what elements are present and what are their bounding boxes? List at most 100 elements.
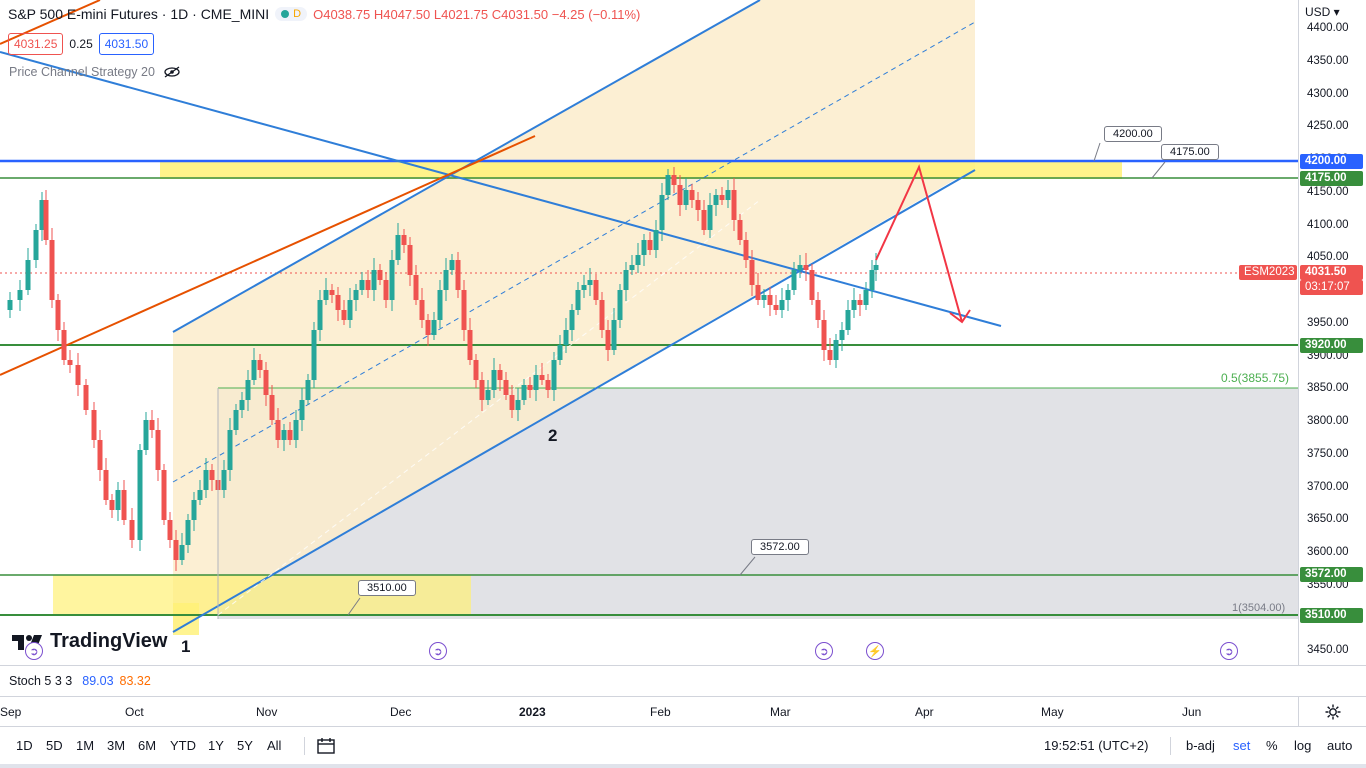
- channel-lower-line[interactable]: [172, 169, 976, 633]
- candle-body: [137, 450, 143, 540]
- price-chart[interactable]: [0, 0, 1298, 665]
- candle-body: [755, 285, 761, 300]
- symbol-legend[interactable]: S&P 500 E-mini Futures · 1D · CME_MINI D…: [8, 6, 640, 22]
- time-label: May: [1041, 705, 1064, 719]
- indicator-legend[interactable]: Price Channel Strategy 20: [9, 65, 181, 79]
- time-label: Feb: [650, 705, 671, 719]
- price-tick-label: 3600.00: [1307, 546, 1349, 558]
- candlestick-series: [7, 167, 879, 571]
- candle-body: [365, 280, 371, 290]
- candle-body: [115, 490, 121, 510]
- pane-separator[interactable]: [0, 665, 1366, 666]
- range-1y-button[interactable]: 1Y: [208, 738, 224, 753]
- chart-canvas[interactable]: S&P 500 E-mini Futures · 1D · CME_MINI D…: [0, 0, 1298, 665]
- dividend-event-icon[interactable]: ➲: [429, 642, 447, 660]
- candle-body: [647, 240, 653, 250]
- auto-toggle[interactable]: auto: [1327, 738, 1353, 753]
- stochastic-pane[interactable]: Stoch 5 3 3 89.03 83.32: [0, 666, 1298, 696]
- price-scale[interactable]: USD ▾ 4400.00 4350.00 4300.00 4250.00 4200.0…: [1298, 0, 1366, 665]
- bottom-strip: [0, 764, 1366, 768]
- candle-body: [209, 470, 215, 480]
- candle-body: [641, 240, 647, 255]
- earnings-flash-icon[interactable]: ⚡: [866, 642, 884, 660]
- candle-body: [863, 290, 869, 305]
- range-1m-button[interactable]: 1M: [76, 738, 95, 753]
- price-tick-label: 4150.00: [1307, 185, 1349, 198]
- calendar-range-icon[interactable]: [317, 738, 335, 754]
- candle-body: [299, 400, 305, 420]
- channel-mid-line[interactable]: [172, 21, 976, 483]
- settings-corner: [1298, 696, 1366, 727]
- candle-body: [873, 265, 879, 270]
- candle-body: [179, 545, 185, 560]
- projection-arrow[interactable]: [875, 164, 963, 323]
- range-1d-button[interactable]: 1D: [16, 738, 33, 753]
- wave-1-label[interactable]: 1: [181, 637, 191, 656]
- candle-body: [671, 175, 677, 185]
- candle-body: [455, 260, 461, 290]
- dividend-event-icon[interactable]: ➲: [25, 642, 43, 660]
- market-status-badge[interactable]: D: [275, 7, 308, 21]
- gear-icon[interactable]: [1324, 703, 1342, 721]
- range-6m-button[interactable]: 6M: [138, 738, 157, 753]
- stoch-legend[interactable]: Stoch 5 3 3 89.03 83.32: [9, 674, 151, 688]
- range-ytd-button[interactable]: YTD: [170, 738, 196, 753]
- candle-body: [821, 320, 827, 350]
- tag-last-price: 4031.50: [1300, 265, 1363, 280]
- time-axis[interactable]: Sep Oct Nov Dec 2023 Feb Mar Apr May Jun: [0, 696, 1298, 727]
- range-5d-button[interactable]: 5D: [46, 738, 63, 753]
- candle-body: [419, 300, 425, 320]
- dividend-event-icon[interactable]: ➲: [815, 642, 833, 660]
- orange-trendline[interactable]: [0, 135, 536, 376]
- candle-body: [839, 330, 845, 340]
- candle-body: [785, 290, 791, 300]
- candle-body: [737, 220, 743, 240]
- callout-4200[interactable]: 4200.00: [1104, 126, 1162, 142]
- ask-button[interactable]: 4031.50: [98, 33, 155, 55]
- price-tick-label: 4250.00: [1307, 120, 1349, 133]
- price-tick-label: 4400.00: [1307, 22, 1349, 34]
- candle-body: [221, 470, 227, 490]
- callout-3572[interactable]: 3572.00: [751, 539, 809, 555]
- candle-body: [161, 470, 167, 520]
- percent-toggle[interactable]: %: [1266, 738, 1278, 753]
- candle-body: [341, 310, 347, 320]
- candle-body: [83, 385, 89, 410]
- symbol-title[interactable]: S&P 500 E-mini Futures · 1D · CME_MINI: [8, 6, 270, 22]
- range-5y-button[interactable]: 5Y: [237, 738, 253, 753]
- bottom-toolbar: 1D 5D 1M 3M 6M YTD 1Y 5Y All 19:52:51 (U…: [0, 726, 1366, 765]
- session-toggle[interactable]: set: [1233, 738, 1251, 753]
- ohlc-values: O4038.75 H4047.50 L4021.75 C4031.50 −4.2…: [313, 7, 640, 22]
- candle-body: [103, 470, 109, 500]
- candle-body: [563, 330, 569, 345]
- log-toggle[interactable]: log: [1294, 738, 1312, 753]
- orange-trendline-top[interactable]: [0, 0, 101, 45]
- candle-body: [239, 400, 245, 410]
- dividend-event-icon[interactable]: ➲: [1220, 642, 1238, 660]
- candle-body: [491, 370, 497, 390]
- clock-display[interactable]: 19:52:51 (UTC+2): [1044, 738, 1149, 753]
- price-tick-label: 4350.00: [1307, 54, 1349, 67]
- candle-body: [275, 420, 281, 440]
- candle-body: [437, 290, 443, 320]
- candle-body: [173, 540, 179, 560]
- candle-body: [779, 300, 785, 310]
- wave-2-label[interactable]: 2: [548, 426, 558, 445]
- candle-body: [335, 295, 341, 310]
- bid-button[interactable]: 4031.25: [8, 33, 64, 55]
- tradingview-logo[interactable]: TradingView: [12, 630, 167, 653]
- range-all-button[interactable]: All: [267, 738, 282, 753]
- eye-crossed-icon[interactable]: [163, 66, 181, 78]
- range-3m-button[interactable]: 3M: [107, 738, 126, 753]
- candle-body: [605, 330, 611, 350]
- currency-selector[interactable]: USD ▾: [1305, 5, 1340, 19]
- fib-05-label: 0.5(3855.75): [1221, 371, 1290, 385]
- callout-3510[interactable]: 3510.00: [358, 580, 416, 596]
- tag-3510: 3510.00: [1300, 608, 1363, 623]
- callout-4175[interactable]: 4175.00: [1161, 144, 1219, 160]
- time-label: Dec: [390, 705, 412, 719]
- candle-body: [75, 365, 81, 385]
- toolbar-divider: [304, 737, 305, 755]
- b-adj-toggle[interactable]: b-adj: [1186, 738, 1215, 753]
- descending-trendline[interactable]: [0, 51, 1002, 327]
